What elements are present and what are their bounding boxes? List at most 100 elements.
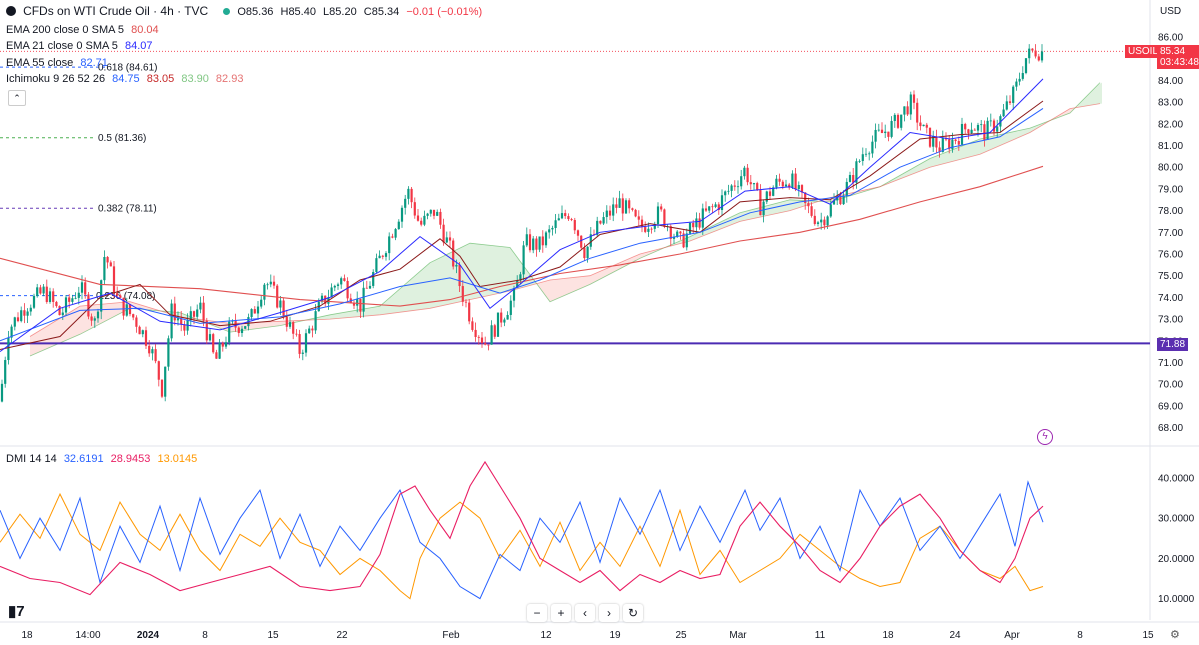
dmi-legend[interactable]: DMI 14 14 32.6191 28.9453 13.0145: [6, 453, 201, 465]
candle-body: [839, 196, 842, 205]
grid: [0, 0, 1199, 623]
indicator-label: EMA 55 close: [6, 57, 74, 69]
candle-body: [535, 238, 538, 250]
indicator-ema200[interactable]: EMA 200 close 0 SMA 5 80.04: [6, 24, 163, 36]
candle-body: [228, 321, 231, 343]
chart-title[interactable]: CFDs on WTI Crude Oil · 4h · TVC: [23, 4, 209, 18]
candle-body: [148, 345, 151, 354]
candle-body: [621, 198, 624, 214]
price-tick-label: 77.00: [1158, 228, 1183, 239]
candle-body: [976, 124, 980, 131]
cloud-segment: [590, 273, 594, 285]
candle-body: [10, 326, 13, 338]
cloud-segment: [370, 307, 374, 316]
cloud-segment: [810, 200, 814, 205]
candle-body: [391, 236, 394, 238]
candle-body: [791, 173, 794, 188]
cloud-segment: [934, 155, 938, 167]
cloud-segment: [42, 326, 46, 351]
candle-body: [596, 220, 599, 235]
chart-nav: − + ‹ › ↻: [527, 604, 643, 622]
candle-body: [260, 299, 263, 307]
candle-body: [480, 337, 484, 344]
candle-body: [989, 120, 992, 122]
zoom-out-button[interactable]: −: [527, 604, 547, 622]
candle-body: [637, 216, 640, 220]
candle-body: [909, 94, 912, 115]
candle-body: [810, 206, 813, 216]
scroll-right-button[interactable]: ›: [599, 604, 619, 622]
candle-body: [893, 114, 896, 121]
time-tick-label: Apr: [1004, 630, 1020, 641]
reset-chart-button[interactable]: ↻: [623, 604, 643, 622]
dmi-tick-label: 10.0000: [1158, 594, 1195, 605]
candle-body: [196, 309, 199, 317]
candle-body: [874, 129, 877, 142]
candle-body: [215, 352, 218, 359]
cloud-segment: [470, 243, 474, 300]
cloud-segment: [906, 169, 910, 177]
candle-body: [548, 229, 551, 233]
indicator-ichimoku[interactable]: Ichimoku 9 26 52 26 84.75 83.05 83.90 82…: [6, 73, 247, 85]
cloud-segment: [54, 319, 58, 346]
candle-body: [288, 322, 292, 327]
cloud-segment: [418, 269, 422, 310]
time-tick-label: Mar: [729, 630, 747, 641]
cloud-segment: [918, 163, 922, 172]
candle-body: [519, 274, 522, 281]
candle-body: [749, 182, 752, 185]
candle-body: [336, 284, 340, 286]
candle-body: [589, 234, 592, 247]
market-open-icon: [223, 8, 231, 15]
candle-body: [74, 297, 77, 299]
candle-body: [624, 200, 628, 214]
candle-body: [560, 213, 564, 219]
lightning-icon[interactable]: ϟ: [1037, 429, 1053, 445]
candle-body: [87, 294, 90, 317]
candle-body: [359, 298, 362, 312]
cloud-segment: [938, 153, 942, 166]
candle-body: [736, 186, 740, 188]
candle-body: [68, 297, 71, 302]
candle-body: [474, 329, 477, 337]
cloud-segment: [582, 276, 586, 288]
candle-body: [688, 222, 692, 234]
cloud-segment: [46, 324, 50, 350]
fib-label: 0.5 (81.36): [98, 133, 146, 144]
zoom-in-button[interactable]: +: [551, 604, 571, 622]
settings-gear-icon[interactable]: ⚙: [1170, 629, 1180, 641]
senkou-a-line: [29, 82, 1101, 357]
cloud-segment: [974, 139, 978, 156]
price-tick-label: 70.00: [1158, 380, 1183, 391]
candle-body: [48, 291, 52, 302]
currency-label[interactable]: USD: [1160, 6, 1182, 17]
candle-body: [55, 301, 58, 307]
candle-body: [144, 330, 148, 346]
indicator-ema21[interactable]: EMA 21 close 0 SMA 5 84.07: [6, 40, 156, 52]
candle-body: [804, 192, 807, 204]
candle-body: [541, 236, 544, 246]
candle-body: [180, 318, 183, 325]
candle-body: [356, 298, 359, 306]
cloud-segment: [494, 245, 498, 295]
cloud-segment: [566, 277, 570, 295]
candle-body: [583, 247, 586, 259]
candle-body: [781, 181, 784, 187]
indicator-ema55[interactable]: EMA 55 close 82.71: [6, 57, 112, 69]
candle-body: [954, 139, 957, 142]
collapse-legend-icon[interactable]: ⌃: [8, 90, 26, 106]
candle-body: [167, 338, 170, 367]
scroll-left-button[interactable]: ‹: [575, 604, 595, 622]
cloud-segment: [966, 142, 970, 158]
cloud-segment: [946, 150, 950, 164]
candle-body: [647, 228, 650, 232]
candle-body: [183, 324, 186, 331]
cloud-segment: [270, 321, 274, 327]
cloud-segment: [606, 267, 610, 277]
candle-body: [352, 302, 356, 306]
candle-body: [439, 211, 442, 225]
candle-body: [567, 216, 570, 220]
cloud-segment: [478, 244, 482, 298]
candle-body: [957, 141, 960, 145]
